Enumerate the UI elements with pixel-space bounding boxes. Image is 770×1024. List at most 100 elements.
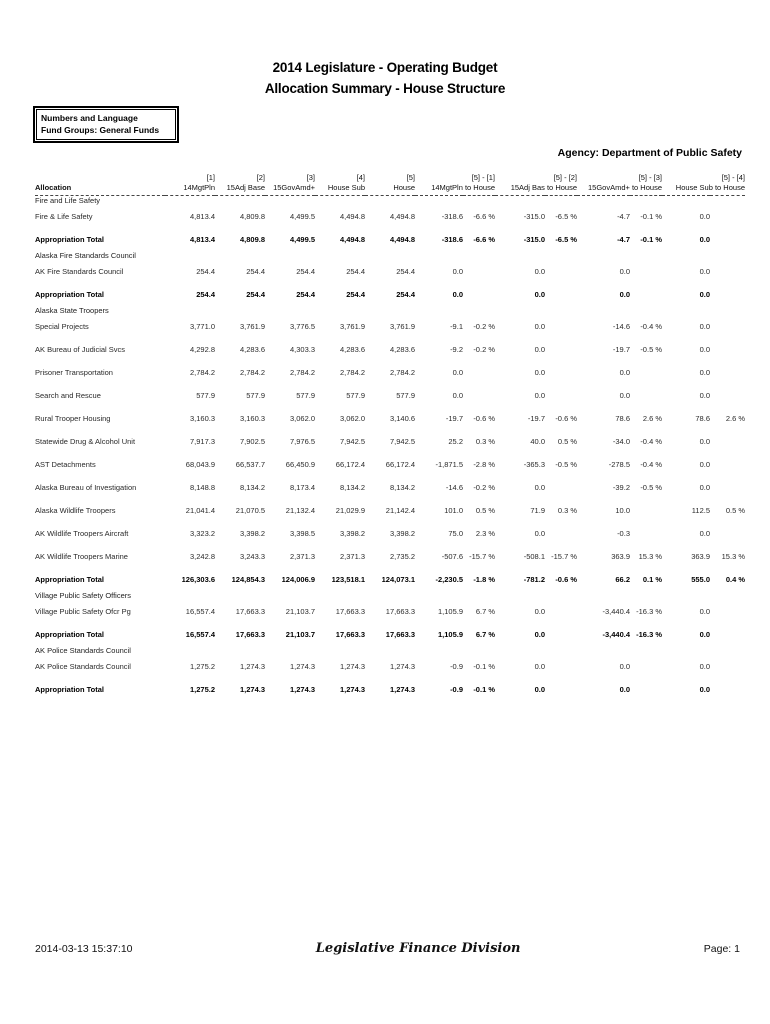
report-header: 2014 Legislature - Operating Budget Allo… [0,0,770,100]
section-row: Fire and Life Safety [35,196,745,205]
diff-cell: -14.6 [612,322,630,332]
appropriation-total-row: Appropriation Total 4,813.4 4,809.8 4,499.5… [35,228,745,251]
diff-cell: 0.0 [699,391,710,401]
allocation-label: Statewide Drug & Alcohol Unit [35,437,136,447]
diff-column-header: 15GovAmd+ to House [577,183,662,197]
percent-cell: 0.4 % [725,575,745,585]
diff-cell: 363.9 [611,552,630,562]
percent-cell [545,283,577,306]
amount-cell: 66,172.4 [335,460,365,470]
diff-cell: 112.5 [691,506,710,516]
allocation-label: Fire & Life Safety [35,212,93,222]
amount-cell: 3,761.9 [389,322,415,332]
amount-cell: 1,274.3 [289,662,315,672]
amount-cell: 1,275.2 [189,685,215,695]
column-number: [4] [356,173,365,183]
percent-cell [630,361,662,384]
allocation-label: AST Detachments [35,460,96,470]
percent-cell: -0.5 % [640,483,662,493]
amount-cell: 7,917.3 [189,437,215,447]
percent-cell [710,205,745,228]
percent-cell [710,655,745,678]
percent-cell: -6.6 % [473,212,495,222]
percent-cell: -6.6 % [473,235,495,245]
percent-cell [545,623,577,646]
percent-cell [710,522,745,545]
diff-cell: 0.0 [699,212,710,222]
amount-cell: 1,274.3 [339,662,365,672]
amount-cell: 1,275.2 [189,662,215,672]
amount-cell: 4,494.8 [389,212,415,222]
percent-cell [630,522,662,545]
diff-cell: 0.0 [699,267,710,277]
percent-cell: -6.5 % [555,235,577,245]
diff-cell: 0.0 [534,391,545,401]
amount-cell: 254.4 [396,267,415,277]
percent-cell: -1.8 % [473,575,495,585]
amount-cell: 4,813.4 [189,212,215,222]
percent-cell: -0.1 % [640,212,662,222]
diff-cell: 0.0 [699,437,710,447]
percent-cell: -16.3 % [636,630,662,640]
amount-cell: 3,398.2 [239,529,265,539]
diff-cell: 0.0 [699,368,710,378]
amount-cell: 17,663.3 [235,607,265,617]
diff-cell: -278.5 [608,460,630,470]
amount-cell: 3,398.5 [289,529,315,539]
percent-cell: 6.7 % [475,630,495,640]
appropriation-total-row: Appropriation Total 254.4 254.4 254.4 254.4 2… [35,283,745,306]
section-row: AK Police Standards Council [35,646,745,655]
allocation-row: AK Police Standards Council 1,275.2 1,274.… [35,655,745,678]
amount-cell: 1,274.3 [239,662,265,672]
percent-cell [463,283,495,306]
percent-cell [630,678,662,701]
amount-cell: 3,771.0 [189,322,215,332]
allocation-column-header: Allocation [35,183,165,197]
amount-cell: 4,813.4 [189,235,215,245]
allocation-label: AK Wildlife Troopers Aircraft [35,529,129,539]
filter-fund-groups: Fund Groups: General Funds [41,125,160,136]
diff-cell: 363.9 [691,552,710,562]
amount-cell: 2,371.3 [289,552,315,562]
amount-cell: 3,761.9 [339,322,365,332]
appropriation-total-row: Appropriation Total 1,275.2 1,274.3 1,274.3… [35,678,745,701]
amount-cell: 3,160.3 [239,414,265,424]
diff-cell: 0.0 [534,607,545,617]
diff-cell: 0.0 [534,685,545,695]
column-number: [2] [256,173,265,183]
allocation-row: AK Wildlife Troopers Aircraft 3,323.2 3,39… [35,522,745,545]
section-row: Alaska State Troopers [35,306,745,315]
amount-cell: 1,274.3 [389,685,415,695]
amount-cell: 254.4 [396,290,415,300]
amount-cell: 1,274.3 [239,685,265,695]
allocation-row: AK Fire Standards Council 254.4 254.4 254.4… [35,260,745,283]
diff-cell: 0.0 [699,322,710,332]
diff-cell: 0.0 [699,460,710,470]
amount-cell: 8,173.4 [289,483,315,493]
section-title: Alaska State Troopers [35,306,109,316]
diff-cell: 0.0 [699,630,710,640]
percent-cell [463,384,495,407]
allocation-row: Fire & Life Safety 4,813.4 4,809.8 4,499.5 4… [35,205,745,228]
diff-cell: -39.2 [612,483,630,493]
diff-cell: -3,440.4 [602,630,630,640]
amount-cell: 3,140.6 [389,414,415,424]
amount-cell: 3,776.5 [289,322,315,332]
allocation-label: Prisoner Transportation [35,368,113,378]
diff-cell: -365.3 [523,460,545,470]
amount-cell: 2,784.2 [339,368,365,378]
page-footer: 2014-03-13 15:37:10 Legislative Finance … [35,941,740,956]
amount-cell: 2,735.2 [389,552,415,562]
amount-cell: 21,103.7 [285,607,315,617]
allocation-label: Search and Rescue [35,391,101,401]
diff-cell: -19.7 [612,345,630,355]
percent-cell: 0.1 % [642,575,662,585]
diff-cell: -0.9 [450,662,463,672]
diff-cell: -318.6 [441,212,463,222]
percent-cell [545,338,577,361]
amount-cell: 8,148.8 [189,483,215,493]
percent-cell [463,361,495,384]
percent-cell: -0.5 % [555,460,577,470]
amount-cell: 21,041.4 [185,506,215,516]
